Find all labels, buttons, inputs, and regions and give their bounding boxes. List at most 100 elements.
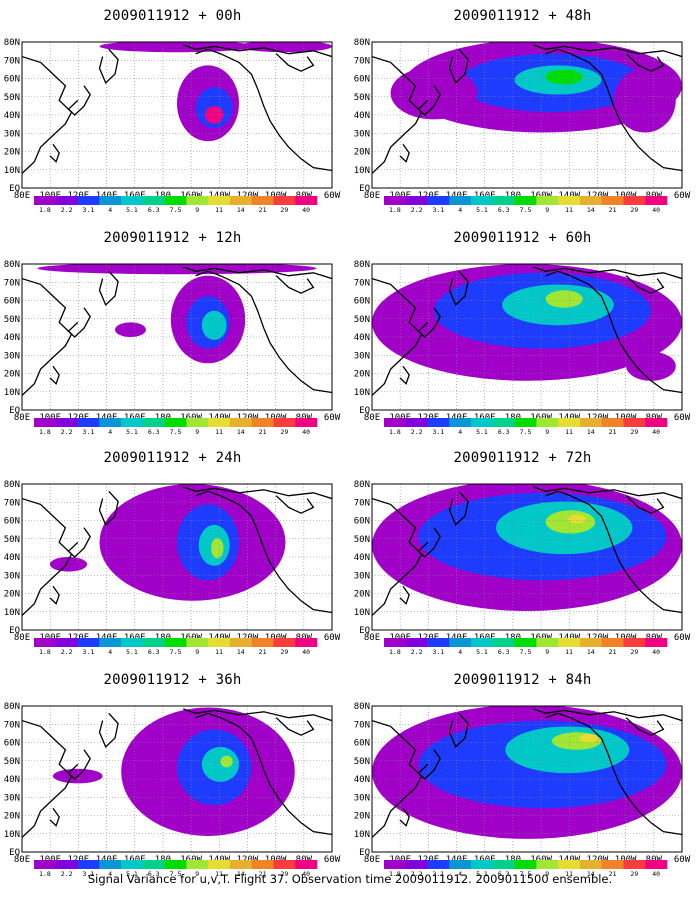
colorbar-swatch <box>164 196 187 205</box>
colorbar-swatch <box>601 638 624 647</box>
panel-title: 2009011912 + 72h <box>453 450 592 466</box>
variance-shading <box>567 514 586 524</box>
colorbar-label: 5.1 <box>126 648 138 656</box>
variance-map: 80N70N60N50N40N30N20N10NEQ80E100E120E140… <box>4 38 341 214</box>
colorbar-label: 2.2 <box>411 206 423 214</box>
coastline <box>399 807 410 827</box>
colorbar-swatch <box>229 196 252 205</box>
colorbar-swatch <box>251 860 274 869</box>
longitude-label: 60W <box>674 633 691 643</box>
colorbar-swatch <box>295 196 318 205</box>
colorbar-swatch <box>208 638 231 647</box>
colorbar-label: 9 <box>545 870 549 878</box>
latitude-label: 70N <box>354 56 370 66</box>
longitude-label: 60W <box>324 191 341 201</box>
latitude-label: 30N <box>354 351 370 361</box>
colorbar-swatch <box>121 418 144 427</box>
colorbar-label: 21 <box>259 206 267 214</box>
map-panel: 2009011912 + 60h 80N 70N 60N 50N 40N 30N 20N 10N… <box>350 222 695 440</box>
colorbar-swatch <box>623 418 646 427</box>
coastline <box>545 490 682 614</box>
latitude-label: 30N <box>354 571 370 581</box>
colorbar-label: 14 <box>587 428 595 436</box>
latitude-label: 70N <box>354 498 370 508</box>
latitude-label: 60N <box>4 517 20 527</box>
map-panel: 2009011912 + 48h 80N 70N 60N 50N 40N 30N 20N 10N… <box>350 0 695 218</box>
coastline <box>625 275 665 294</box>
colorbar-label: 29 <box>280 870 288 878</box>
colorbar-swatch <box>536 418 559 427</box>
colorbar-label: 7.5 <box>520 206 532 214</box>
colorbar-swatch <box>579 196 602 205</box>
colorbar-swatch <box>514 638 537 647</box>
coastline <box>98 490 119 527</box>
longitude-label: 60W <box>324 413 341 423</box>
variance-map: 80N70N60N50N40N30N20N10NEQ80E100E120E140… <box>354 480 691 656</box>
colorbar-swatch <box>449 638 472 647</box>
shaded-field <box>22 42 332 188</box>
colorbar-swatch <box>405 638 428 647</box>
colorbar-swatch <box>55 418 78 427</box>
colorbar-label: 21 <box>259 870 267 878</box>
colorbar-label: 21 <box>609 206 617 214</box>
variance-shading <box>201 310 227 340</box>
variance-map: 80N70N60N50N40N30N20N10NEQ80E100E120E140… <box>354 38 691 214</box>
latitude-label: 40N <box>354 775 370 785</box>
variance-shading <box>115 322 146 337</box>
longitude-label: 60W <box>674 413 691 423</box>
colorbar-swatch <box>186 638 209 647</box>
colorbar-swatch <box>536 638 559 647</box>
variance-shading <box>613 68 676 133</box>
coastline <box>275 717 315 736</box>
colorbar-label: 6.3 <box>498 206 510 214</box>
colorbar-label: 14 <box>237 870 245 878</box>
latitude-label: 40N <box>354 111 370 121</box>
colorbar-label: 7.5 <box>170 206 182 214</box>
colorbar-label: 9 <box>195 206 199 214</box>
coastline <box>399 585 410 605</box>
colorbar-label: 21 <box>609 648 617 656</box>
colorbar-label: 14 <box>237 428 245 436</box>
coastline <box>625 717 665 736</box>
coastline <box>275 275 315 294</box>
colorbar-label: 14 <box>237 648 245 656</box>
latitude-label: 20N <box>354 148 370 158</box>
coastline <box>182 266 332 280</box>
colorbar-swatch <box>121 638 144 647</box>
colorbar-swatch <box>471 860 494 869</box>
colorbar-label: 14 <box>237 206 245 214</box>
colorbar-swatch <box>427 638 450 647</box>
coastline <box>625 53 665 72</box>
latitude-label: 50N <box>4 93 20 103</box>
longitude-label: 80E <box>364 855 380 865</box>
longitude-label: 60W <box>674 855 691 865</box>
colorbar-swatch <box>514 196 537 205</box>
colorbar-label: 14 <box>587 870 595 878</box>
colorbar-swatch <box>558 418 581 427</box>
colorbar-swatch <box>514 860 537 869</box>
colorbar-swatch <box>645 638 668 647</box>
latitude-label: 80N <box>4 38 20 48</box>
shaded-field <box>372 706 682 852</box>
colorbar-label: 29 <box>280 428 288 436</box>
variance-shading <box>220 755 233 768</box>
latitude-label: EQ <box>9 848 20 858</box>
latitude-label: 40N <box>354 333 370 343</box>
map-frame <box>371 41 683 189</box>
colorbar-label: 29 <box>630 428 638 436</box>
colorbar-label: 5.1 <box>126 206 138 214</box>
coastline <box>399 365 410 385</box>
colorbar-label: 7.5 <box>520 428 532 436</box>
colorbar-swatch <box>164 638 187 647</box>
colorbar-swatch <box>208 196 231 205</box>
latitude-label: 40N <box>4 111 20 121</box>
coastline <box>399 143 410 163</box>
latitude-label: 50N <box>4 535 20 545</box>
colorbar-swatch <box>55 638 78 647</box>
coastline <box>532 708 682 722</box>
coastline <box>182 708 332 722</box>
latitude-label: 50N <box>354 93 370 103</box>
colorbar-swatch <box>55 196 78 205</box>
latitude-label: 30N <box>354 793 370 803</box>
shaded-field <box>372 484 682 630</box>
